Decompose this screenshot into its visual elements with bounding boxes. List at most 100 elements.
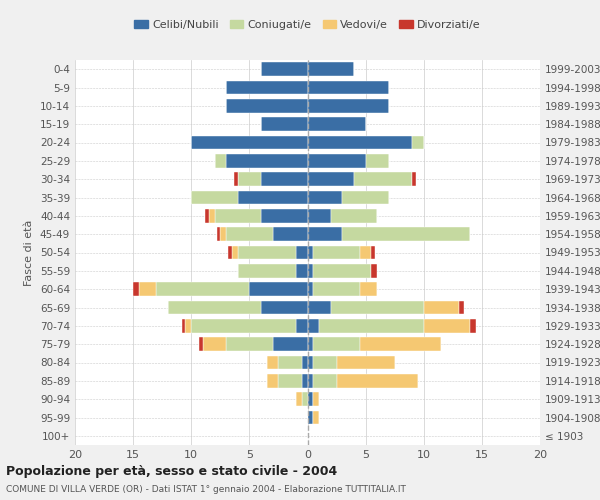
Bar <box>205 209 209 222</box>
Bar <box>470 319 476 332</box>
Bar <box>360 338 441 351</box>
Bar <box>199 338 203 351</box>
Bar <box>319 319 424 332</box>
Bar <box>226 338 272 351</box>
Bar <box>226 228 272 241</box>
Bar <box>308 246 313 260</box>
Bar <box>343 190 389 204</box>
Bar <box>238 246 296 260</box>
Bar <box>272 338 308 351</box>
Bar <box>313 338 360 351</box>
Bar <box>354 172 412 186</box>
Bar <box>139 282 157 296</box>
Bar <box>308 392 313 406</box>
Bar <box>343 228 470 241</box>
Bar <box>313 410 319 424</box>
Bar <box>313 246 360 260</box>
Bar <box>238 264 296 278</box>
Bar <box>331 300 424 314</box>
Bar <box>302 392 308 406</box>
Bar <box>313 392 319 406</box>
Bar <box>261 300 308 314</box>
Bar <box>261 209 308 222</box>
Bar <box>191 190 238 204</box>
Bar <box>371 246 375 260</box>
Bar <box>133 282 139 296</box>
Bar <box>296 392 302 406</box>
Bar <box>308 410 313 424</box>
Bar <box>308 338 313 351</box>
Bar <box>308 118 365 131</box>
Bar <box>308 264 313 278</box>
Bar <box>296 264 308 278</box>
Bar <box>308 154 365 168</box>
Legend: Celibi/Nubili, Coniugati/e, Vedovi/e, Divorziati/e: Celibi/Nubili, Coniugati/e, Vedovi/e, Di… <box>130 16 485 34</box>
Bar <box>337 356 395 370</box>
Bar <box>226 99 308 112</box>
Bar <box>308 99 389 112</box>
Bar <box>261 62 308 76</box>
Bar <box>308 374 313 388</box>
Bar <box>191 319 296 332</box>
Bar <box>229 246 232 260</box>
Bar <box>313 282 360 296</box>
Bar <box>360 282 377 296</box>
Bar <box>308 282 313 296</box>
Bar <box>261 118 308 131</box>
Bar <box>337 374 418 388</box>
Bar <box>238 172 261 186</box>
Bar <box>278 374 302 388</box>
Bar <box>168 300 261 314</box>
Bar <box>308 172 354 186</box>
Bar <box>365 154 389 168</box>
Bar <box>308 319 319 332</box>
Bar <box>308 356 313 370</box>
Bar <box>308 190 343 204</box>
Bar <box>302 356 308 370</box>
Bar <box>215 209 261 222</box>
Bar <box>203 338 226 351</box>
Bar <box>267 374 278 388</box>
Bar <box>360 246 371 260</box>
Bar <box>278 356 302 370</box>
Bar <box>308 209 331 222</box>
Bar <box>412 136 424 149</box>
Bar <box>157 282 250 296</box>
Bar <box>261 172 308 186</box>
Bar <box>232 246 238 260</box>
Bar <box>238 190 308 204</box>
Bar <box>424 319 470 332</box>
Bar <box>308 136 412 149</box>
Bar <box>215 154 226 168</box>
Text: COMUNE DI VILLA VERDE (OR) - Dati ISTAT 1° gennaio 2004 - Elaborazione TUTTITALI: COMUNE DI VILLA VERDE (OR) - Dati ISTAT … <box>6 485 406 494</box>
Bar <box>331 209 377 222</box>
Bar <box>302 374 308 388</box>
Bar <box>371 264 377 278</box>
Bar <box>308 300 331 314</box>
Bar <box>217 228 220 241</box>
Bar <box>272 228 308 241</box>
Bar <box>185 319 191 332</box>
Bar <box>308 62 354 76</box>
Bar <box>296 319 308 332</box>
Bar <box>412 172 416 186</box>
Y-axis label: Fasce di età: Fasce di età <box>25 220 34 286</box>
Bar <box>182 319 185 332</box>
Bar <box>313 374 337 388</box>
Bar <box>308 80 389 94</box>
Bar <box>234 172 238 186</box>
Bar <box>313 356 337 370</box>
Bar <box>250 282 308 296</box>
Bar <box>220 228 226 241</box>
Bar <box>313 264 371 278</box>
Bar <box>191 136 308 149</box>
Bar <box>424 300 458 314</box>
Bar <box>209 209 215 222</box>
Text: Popolazione per età, sesso e stato civile - 2004: Popolazione per età, sesso e stato civil… <box>6 465 337 478</box>
Bar <box>308 228 343 241</box>
Bar <box>296 246 308 260</box>
Bar <box>226 80 308 94</box>
Bar <box>458 300 464 314</box>
Bar <box>226 154 308 168</box>
Bar <box>267 356 278 370</box>
